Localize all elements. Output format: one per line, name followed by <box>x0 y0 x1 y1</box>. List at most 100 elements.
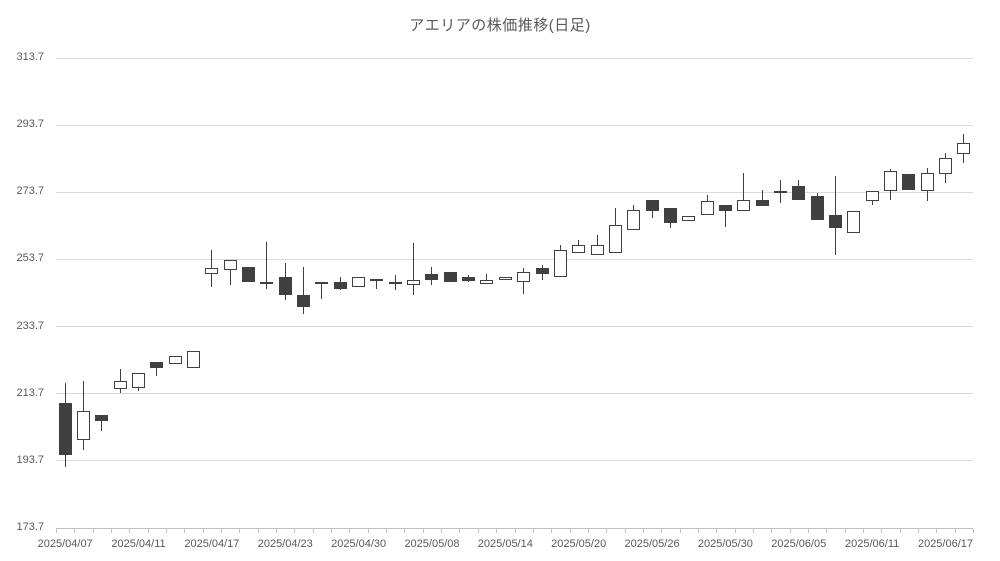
gridline <box>56 326 973 328</box>
x-axis-tick <box>147 529 149 533</box>
candle-body <box>737 199 751 212</box>
candle-body <box>297 295 311 308</box>
x-axis-tick <box>752 529 754 533</box>
x-axis-tick <box>166 529 168 533</box>
x-axis-tick <box>587 529 589 533</box>
x-axis-label: 2025/06/11 <box>845 538 900 550</box>
y-axis-label: 213.7 <box>16 386 44 399</box>
x-axis-label: 2025/04/30 <box>331 538 387 550</box>
candle-body <box>957 142 971 155</box>
x-axis-tick <box>239 529 241 533</box>
x-axis-label: 2025/05/30 <box>697 538 753 550</box>
x-axis-tick <box>257 529 259 533</box>
x-axis-tick <box>716 529 718 533</box>
x-axis-tick <box>862 529 864 533</box>
candle-body <box>168 355 182 365</box>
candle-body <box>792 186 806 200</box>
candle-body <box>535 268 549 274</box>
x-axis-tick <box>771 529 773 533</box>
candle-body <box>242 266 256 282</box>
x-axis-label: 2025/04/07 <box>37 538 93 550</box>
candle-wick <box>321 281 323 299</box>
gridline <box>56 124 973 126</box>
candle-body <box>828 214 842 229</box>
x-axis-tick <box>477 529 479 533</box>
candle-body <box>205 268 219 274</box>
x-axis-tick <box>331 529 333 533</box>
candle-body <box>938 157 952 175</box>
candle-body <box>480 280 494 284</box>
candle-body <box>755 199 769 207</box>
x-axis-tick <box>881 529 883 533</box>
x-axis-tick <box>276 529 278 533</box>
candle-body <box>608 224 622 254</box>
candle-wick <box>376 278 378 289</box>
y-axis-label: 293.7 <box>16 118 44 131</box>
x-axis-label: 2025/05/14 <box>477 538 533 550</box>
candle-body <box>920 172 934 192</box>
candle-body <box>462 276 476 281</box>
candle-wick <box>229 260 231 286</box>
x-axis-tick <box>679 529 681 533</box>
candle-body <box>810 196 824 220</box>
candle-body <box>902 174 916 190</box>
x-axis-tick <box>624 529 626 533</box>
candle-wick <box>413 243 415 296</box>
candle-wick <box>724 204 726 227</box>
x-axis-tick <box>312 529 314 533</box>
candle-body <box>407 280 421 286</box>
x-axis-tick <box>111 529 113 533</box>
x-axis-label: 2025/05/26 <box>624 538 680 550</box>
x-axis-tick <box>936 529 938 533</box>
candle-body <box>370 278 384 281</box>
x-axis-tick <box>954 529 956 533</box>
y-axis-label: 233.7 <box>16 319 44 332</box>
y-axis-label: 193.7 <box>16 453 44 466</box>
gridline <box>56 393 973 395</box>
candle-body <box>315 281 329 284</box>
x-axis-label: 2025/06/05 <box>771 538 827 550</box>
candle-body <box>498 276 512 281</box>
candle-body <box>113 380 127 390</box>
candle-body <box>333 281 347 289</box>
x-axis-tick <box>221 529 223 533</box>
candle-body <box>847 211 861 234</box>
candle-wick <box>761 189 763 207</box>
x-axis-tick <box>569 529 571 533</box>
x-axis-line <box>56 528 973 529</box>
x-axis-tick <box>129 529 131 533</box>
x-axis-tick <box>74 529 76 533</box>
x-axis-tick <box>422 529 424 533</box>
candle-body <box>645 199 659 212</box>
candle-body <box>187 350 201 368</box>
x-axis-tick <box>404 529 406 533</box>
candle-body <box>865 191 879 202</box>
x-axis-tick <box>642 529 644 533</box>
candle-body <box>352 276 366 287</box>
candle-body <box>627 209 641 230</box>
candle-body <box>590 244 604 256</box>
x-axis-tick <box>496 529 498 533</box>
candle-body <box>883 171 897 192</box>
candle-body <box>572 244 586 254</box>
x-axis-tick <box>789 529 791 533</box>
candle-body <box>77 411 90 440</box>
y-axis-label: 273.7 <box>16 185 44 198</box>
candle-body <box>95 414 109 422</box>
candle-wick <box>101 414 103 432</box>
candle-body <box>260 281 274 285</box>
candle-wick <box>303 266 305 314</box>
x-axis-tick <box>697 529 699 533</box>
x-axis-tick <box>367 529 369 533</box>
candle-body <box>682 216 696 222</box>
candle-body <box>718 204 732 212</box>
x-axis-tick <box>734 529 736 533</box>
candle-body <box>425 273 439 281</box>
gridline <box>56 460 973 462</box>
x-axis-tick <box>899 529 901 533</box>
x-axis-label: 2025/05/08 <box>404 538 460 550</box>
x-axis-tick <box>459 529 461 533</box>
x-axis-tick <box>532 529 534 533</box>
x-axis-label: 2025/04/11 <box>111 538 166 550</box>
